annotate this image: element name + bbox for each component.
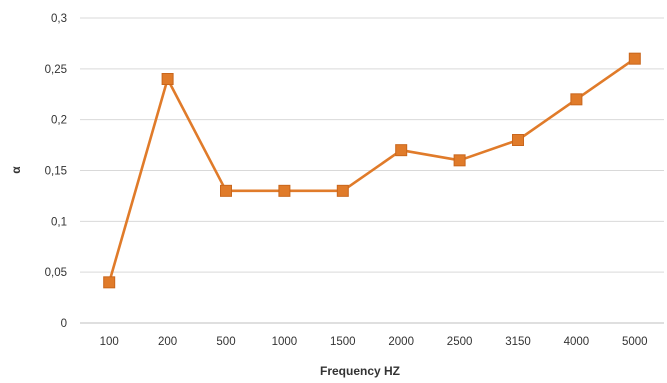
x-tick-label: 100 xyxy=(100,336,119,348)
data-point-marker xyxy=(570,93,583,106)
y-tick-label: 0,1 xyxy=(51,216,67,228)
data-point-marker xyxy=(220,184,232,197)
x-tick-label: 5000 xyxy=(622,336,648,348)
data-point-marker xyxy=(512,134,524,146)
x-tick-label: 500 xyxy=(216,336,235,348)
x-tick-label: 2500 xyxy=(447,336,473,348)
y-tick-label: 0,05 xyxy=(45,267,67,279)
data-point-marker xyxy=(336,184,349,197)
data-point-marker xyxy=(103,276,116,289)
y-tick-label: 0,25 xyxy=(45,64,67,76)
x-tick-label: 1000 xyxy=(272,336,298,348)
data-point-marker xyxy=(628,52,641,65)
data-point-marker xyxy=(161,73,174,85)
y-tick-label: 0 xyxy=(61,318,67,330)
y-axis-title: α xyxy=(9,166,23,174)
series-line xyxy=(107,57,636,283)
x-tick-label: 2000 xyxy=(388,336,414,348)
x-axis-title: Frequency HZ xyxy=(320,364,400,378)
x-tick-label: 1500 xyxy=(330,336,356,348)
series-layer xyxy=(103,52,641,289)
y-tick-label: 0,3 xyxy=(51,13,67,25)
grid-layer xyxy=(80,17,664,273)
data-point-marker xyxy=(395,144,408,157)
x-tick-labels: 100 200 500 1000 1500 2000 2500 3150 4000 5000 xyxy=(100,336,648,348)
x-tick-label: 4000 xyxy=(564,336,590,348)
data-point-marker xyxy=(453,154,466,167)
x-tick-label: 200 xyxy=(158,336,177,348)
data-point-marker xyxy=(278,184,291,197)
y-tick-labels: 0 0,05 0,1 0,15 0,2 0,25 0,3 xyxy=(45,13,67,330)
y-tick-label: 0,2 xyxy=(51,115,67,127)
y-tick-label: 0,15 xyxy=(45,166,67,178)
x-tick-label: 3150 xyxy=(505,336,531,348)
